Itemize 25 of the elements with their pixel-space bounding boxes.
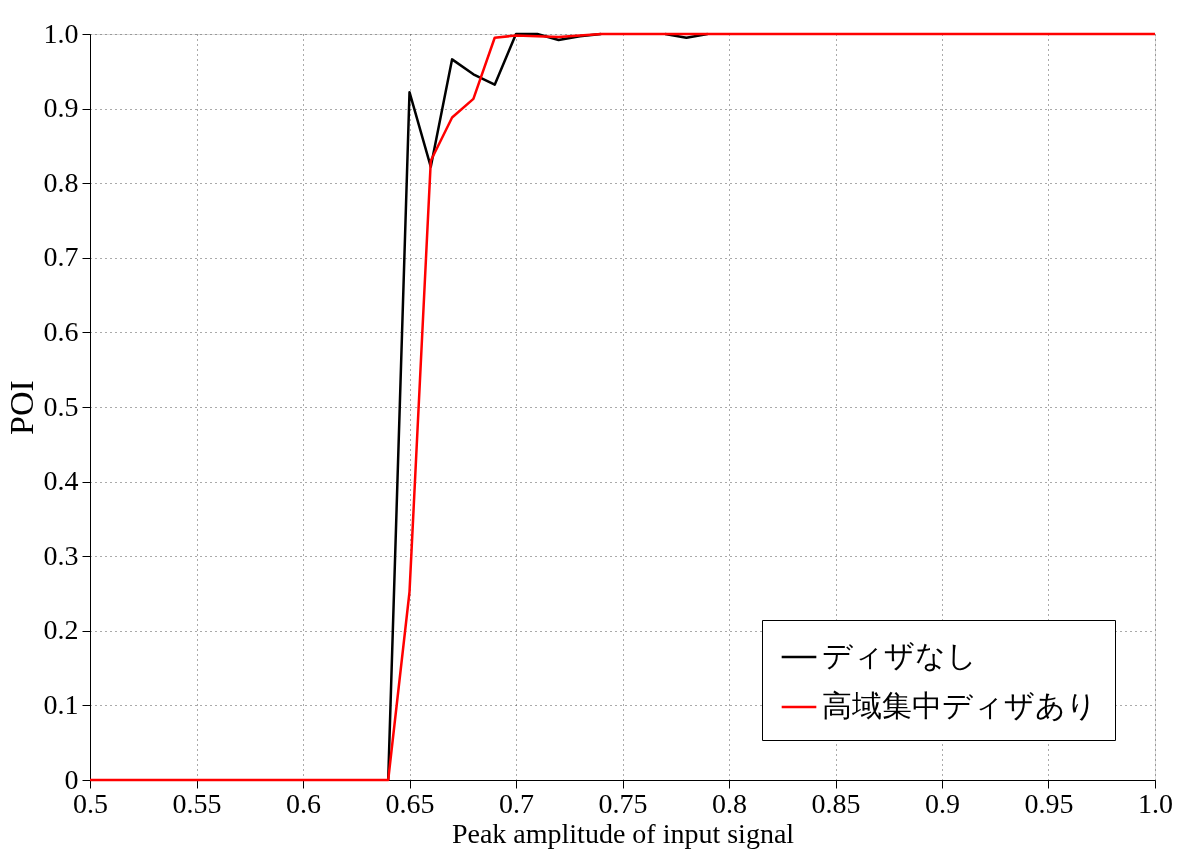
y-axis-title: POI — [2, 380, 40, 435]
legend-label: 高域集中ディザあり — [822, 688, 1097, 723]
x-tick-label: 0.9 — [925, 787, 960, 819]
y-tick-label: 1.0 — [43, 17, 79, 49]
x-tick-label: 1.0 — [1138, 787, 1173, 819]
x-tick-label: 0.75 — [598, 787, 648, 819]
y-tick-label: 0.4 — [43, 465, 79, 497]
x-tick-label: 0.65 — [385, 787, 435, 819]
x-tick-label: 0.7 — [499, 787, 534, 819]
x-tick-label: 0.95 — [1024, 787, 1074, 819]
y-tick-label: 0.9 — [43, 92, 79, 124]
y-tick-label: 0.5 — [43, 390, 79, 422]
y-tick-label: 0.2 — [43, 614, 79, 646]
y-tick-label: 0 — [64, 763, 79, 795]
x-tick-label: 0.85 — [811, 787, 861, 819]
x-tick-label: 0.6 — [286, 787, 321, 819]
y-tick-label: 0.3 — [43, 539, 79, 571]
x-axis-title: Peak amplitude of input signal — [451, 817, 795, 849]
x-tick-label: 0.55 — [172, 787, 222, 819]
legend-label: ディザなし — [822, 638, 977, 673]
y-tick-label: 0.1 — [43, 688, 79, 720]
x-tick-label: 0.8 — [712, 787, 747, 819]
y-tick-label: 0.7 — [43, 241, 79, 273]
y-tick-label: 0.8 — [43, 166, 79, 198]
y-tick-label: 0.6 — [43, 315, 79, 347]
